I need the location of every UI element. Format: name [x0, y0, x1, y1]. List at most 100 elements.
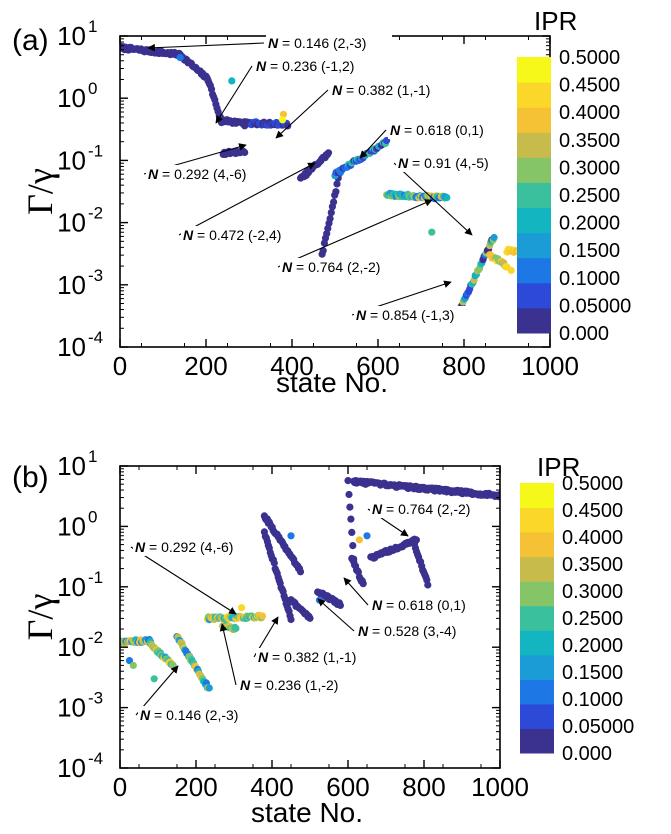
data-point: [347, 515, 355, 523]
y-tick-exponent: -1: [88, 568, 103, 587]
annotation-arrow: [215, 65, 253, 124]
colorbar-tick-label: 0.3500: [559, 130, 620, 152]
data-point: [241, 148, 249, 157]
data-point: [324, 149, 333, 157]
colorbar-swatch: [520, 728, 554, 754]
data-point: [270, 559, 278, 567]
y-tick-label: 10: [57, 451, 86, 481]
colorbar-tick-label: 0.05000: [562, 716, 634, 738]
data-point: [496, 490, 500, 499]
y-tick-label: 10: [57, 270, 86, 300]
data-point: [278, 116, 287, 124]
x-tick-label: 400: [250, 772, 293, 802]
x-tick-label: 200: [174, 772, 217, 802]
annotation-background: [388, 121, 514, 139]
colorbar-tick-label: 0.000: [559, 323, 609, 345]
data-points: [120, 42, 550, 312]
data-point: [428, 228, 436, 236]
colorbar-tick-label: 0.4000: [559, 102, 620, 124]
colorbar-tick-label: 0.4500: [559, 75, 620, 97]
annotation-label: N = 0.292 (4,-6): [148, 166, 246, 182]
annotation-label: N = 0.528 (3,-4): [358, 623, 456, 639]
y-tick-label: 10: [57, 83, 86, 113]
data-point: [205, 684, 213, 692]
colorbar-swatch: [517, 182, 551, 209]
annotation-label: N = 0.472 (-2,4): [183, 227, 281, 243]
annotation-label: N = 0.91 (4,-5): [398, 155, 489, 171]
annotation-label: N = 0.764 (2,-2): [372, 501, 470, 517]
x-tick-label: 0: [113, 772, 127, 802]
y-tick-label: 10: [57, 145, 86, 175]
colorbar-tick-label: 0.3000: [562, 581, 623, 603]
y-tick-exponent: 1: [88, 17, 97, 36]
y-tick-exponent: -2: [88, 204, 103, 223]
data-point: [326, 215, 334, 223]
y-axis-title: Γ/γ: [20, 594, 60, 641]
annotation-label: N = 0.146 (2,-3): [140, 707, 238, 723]
colorbar-tick-label: 0.2500: [562, 608, 623, 630]
colorbar-tick-label: 0.4500: [562, 500, 623, 522]
x-tick-label: 400: [270, 351, 313, 381]
annotation-background: [356, 622, 482, 640]
colorbar-title: IPR: [534, 6, 577, 36]
data-point: [332, 188, 340, 196]
annotation-background: [138, 706, 264, 724]
x-tick-label: 1000: [471, 772, 529, 802]
x-tick-label: 600: [326, 772, 369, 802]
annotation-label: N = 0.236 (-1,2): [256, 58, 354, 74]
annotation-background: [256, 648, 382, 666]
colorbar-tick-label: 0.2500: [559, 185, 620, 207]
colorbar-tick-label: 0.4000: [562, 527, 623, 549]
annotation-background: [396, 154, 522, 172]
colorbar-tick-label: 0.3000: [559, 157, 620, 179]
y-tick-label: 10: [57, 21, 86, 51]
x-axis-title: state No.: [276, 367, 388, 398]
colorbar-swatch: [520, 679, 554, 705]
annotation-background: [266, 34, 392, 52]
y-tick-exponent: 0: [88, 79, 97, 98]
data-point: [287, 532, 295, 540]
x-tick-label: 600: [356, 351, 399, 381]
data-point: [443, 194, 451, 202]
x-tick-label: 200: [184, 351, 227, 381]
colorbar-swatch: [520, 532, 554, 558]
annotation-label: N = 0.146 (2,-3): [268, 35, 366, 51]
annotation-label: N = 0.618 (0,1): [390, 122, 484, 138]
y-tick-label: 10: [57, 572, 86, 602]
annotation-arrow: [317, 598, 355, 632]
y-tick-label: 10: [57, 693, 86, 723]
colorbar-tick-label: 0.2000: [559, 213, 620, 235]
annotation-arrow: [219, 623, 237, 686]
colorbar-swatch: [517, 307, 551, 334]
data-point: [424, 581, 432, 589]
annotation-arrow: [130, 546, 237, 615]
annotation-background: [354, 306, 480, 324]
colorbar-swatch: [517, 257, 551, 284]
colorbar-tick-label: 0.05000: [559, 295, 631, 317]
annotation-arrow: [359, 129, 387, 159]
annotation-background: [330, 81, 456, 99]
data-point: [129, 661, 137, 670]
x-tick-label: 800: [442, 351, 485, 381]
annotation-arrow: [277, 199, 433, 268]
annotation-background: [280, 258, 406, 276]
colorbar-tick-label: 0.3500: [562, 554, 623, 576]
colorbar-swatch: [520, 483, 554, 509]
plot-frame: [119, 465, 501, 769]
colorbar-tick-label: 0.1000: [562, 689, 623, 711]
annotation-label: N = 0.236 (1,-2): [240, 677, 338, 693]
colorbar-tick-label: 0.2000: [562, 635, 623, 657]
data-point: [346, 503, 354, 511]
colorbar-swatch: [517, 107, 551, 133]
x-tick-label: 800: [402, 772, 445, 802]
data-point: [344, 477, 352, 485]
data-point: [348, 528, 356, 537]
data-point: [228, 77, 236, 85]
annotation-arrow: [147, 42, 265, 52]
colorbar-tick-label: 0.1000: [559, 268, 620, 290]
x-tick-label: 0: [113, 351, 127, 381]
